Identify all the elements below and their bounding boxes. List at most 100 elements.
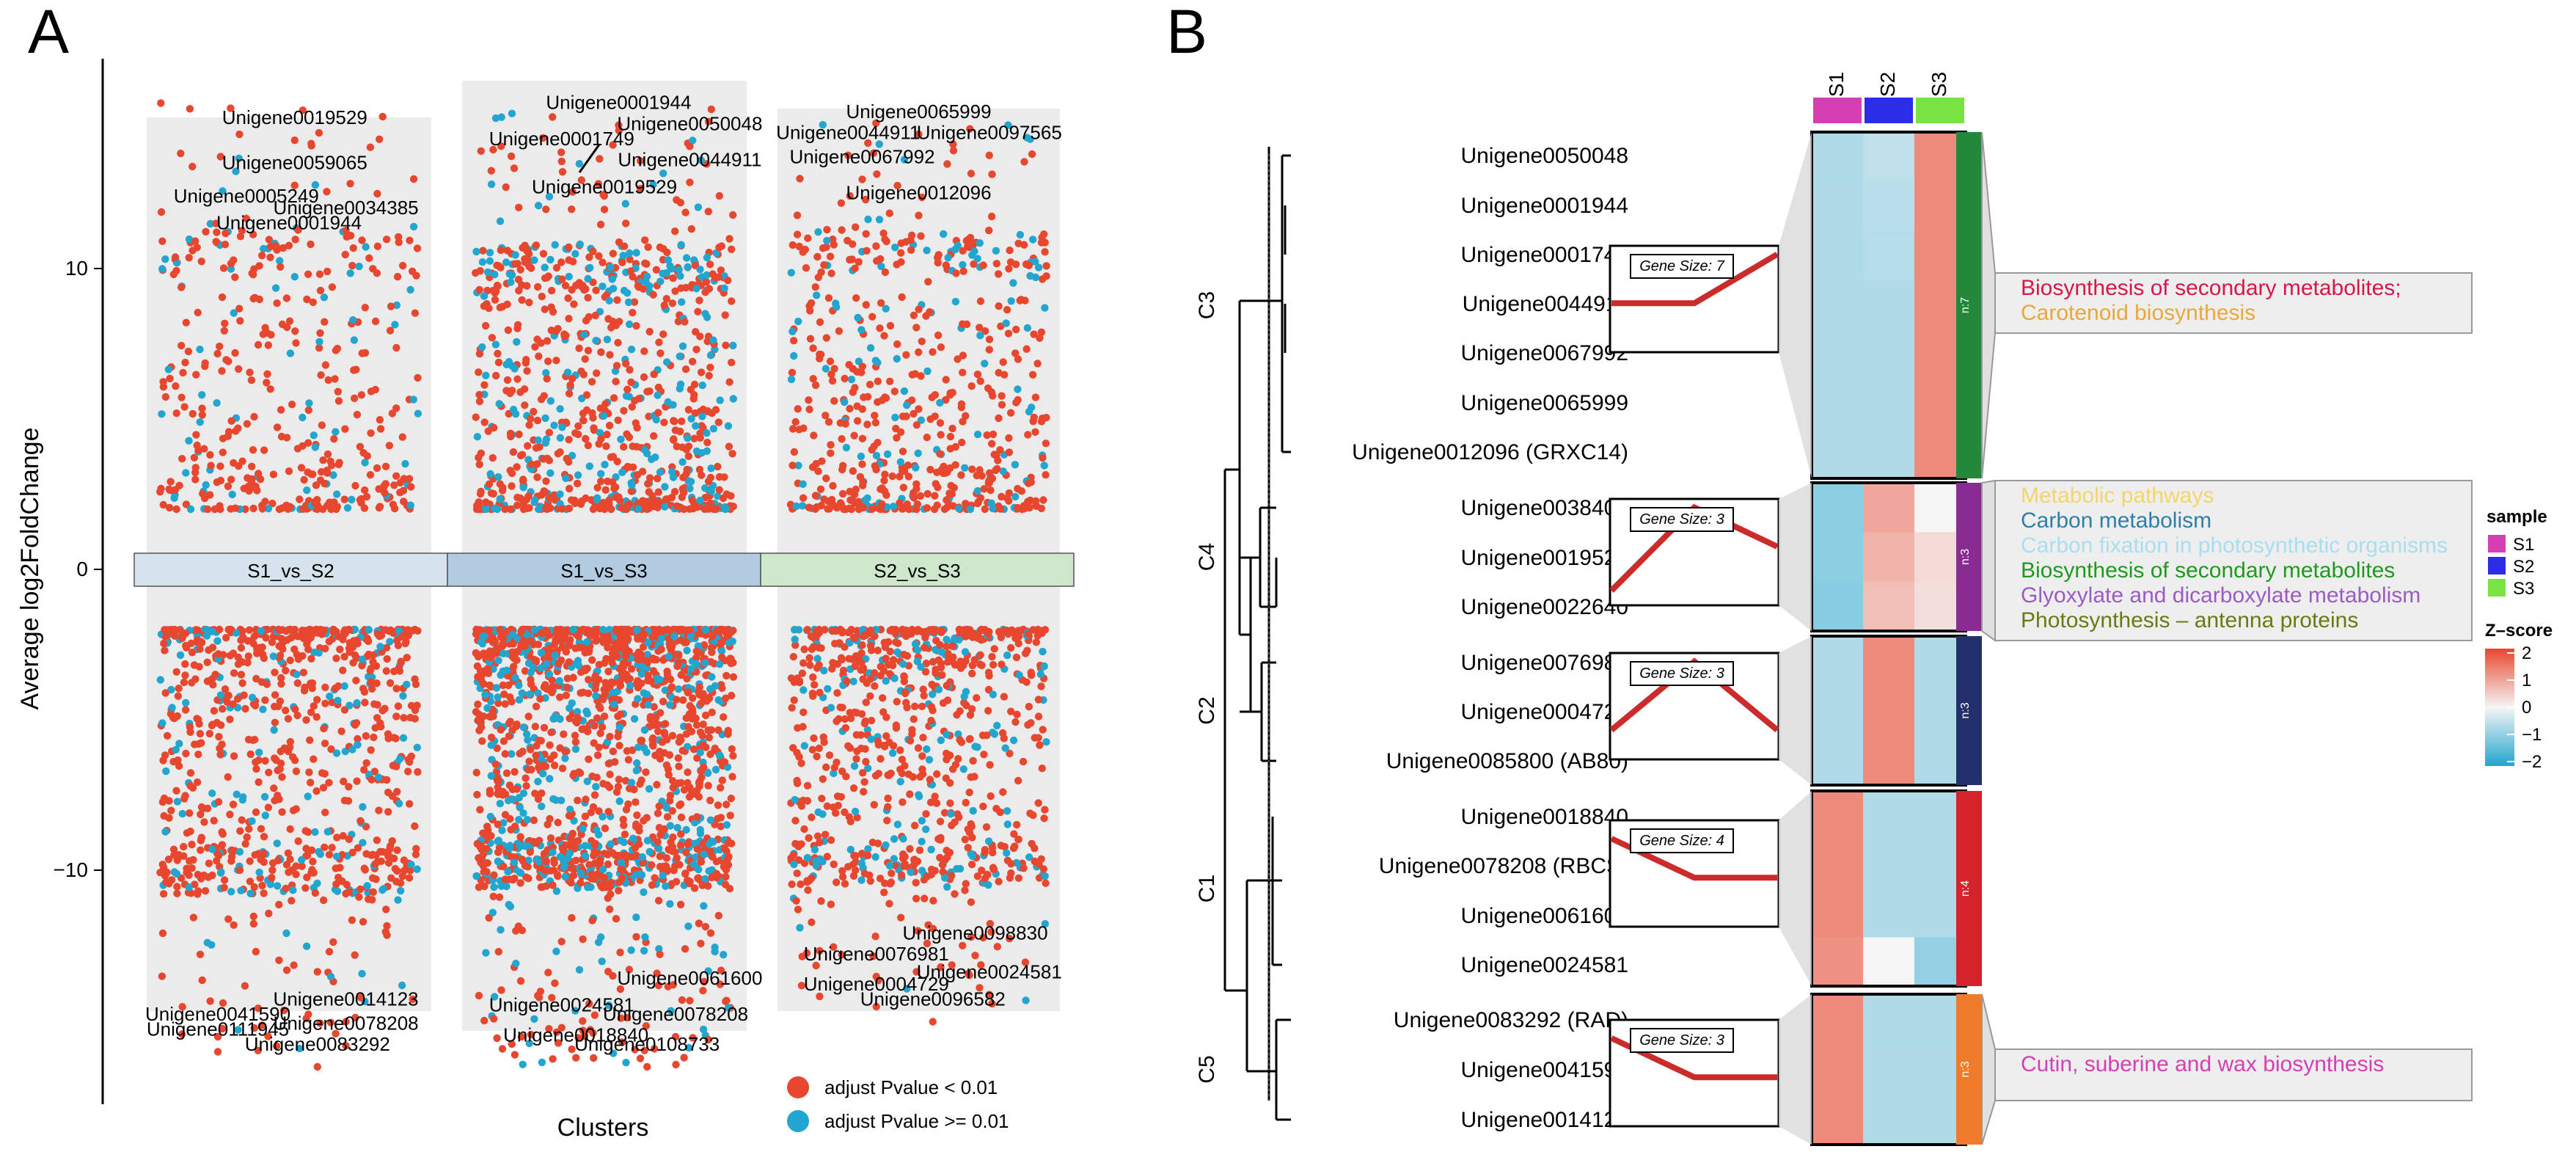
scatter-point: [309, 858, 317, 866]
scatter-point: [705, 117, 713, 125]
scatter-point: [482, 371, 490, 379]
scatter-point: [197, 638, 205, 646]
scatter-point: [549, 113, 557, 121]
scatter-point: [662, 882, 670, 890]
scatter-point: [361, 486, 369, 495]
scatter-point: [483, 704, 491, 712]
scatter-point: [961, 648, 970, 656]
scatter-point: [167, 478, 175, 486]
scatter-point: [706, 260, 714, 269]
scatter-point: [592, 783, 600, 791]
scatter-point: [305, 399, 313, 407]
scatter-point: [201, 887, 210, 895]
scatter-point: [677, 778, 685, 787]
scatter-point: [554, 324, 562, 333]
scatter-point: [613, 457, 621, 466]
scatter-point: [525, 299, 533, 307]
scatter-point: [900, 387, 909, 395]
scatter-point: [677, 830, 685, 839]
scatter-point: [729, 341, 737, 350]
scatter-point: [213, 228, 221, 236]
scatter-point: [606, 883, 614, 891]
scatter-point: [161, 632, 170, 641]
scatter-point: [491, 340, 500, 349]
scatter-point: [636, 157, 645, 165]
scatter-point: [216, 502, 224, 510]
scatter-point: [824, 685, 832, 693]
scatter-point: [661, 483, 669, 491]
scatter-point: [172, 382, 180, 390]
scatter-point: [919, 734, 927, 742]
scatter-point: [534, 641, 543, 649]
scatter-point: [189, 409, 197, 418]
scatter-point: [266, 385, 274, 393]
scatter-point: [715, 191, 723, 200]
scatter-point: [976, 239, 984, 247]
scatter-point: [527, 1030, 535, 1039]
scatter-point: [699, 741, 707, 749]
scatter-point: [662, 761, 671, 770]
scatter-point: [863, 420, 871, 428]
scatter-point: [654, 981, 663, 990]
scatter-point: [282, 861, 291, 869]
scatter-point: [516, 868, 524, 876]
scatter-point: [411, 309, 420, 317]
scatter-point: [1039, 726, 1047, 734]
scatter-point: [827, 900, 835, 908]
scatter-point: [600, 191, 608, 200]
scatter-point: [185, 437, 193, 445]
scatter-point: [709, 425, 718, 433]
scatter-point: [238, 816, 246, 824]
scatter-point: [692, 659, 700, 668]
scatter-point: [659, 330, 667, 338]
scatter-point: [570, 300, 578, 308]
scatter-point: [596, 155, 604, 163]
scatter-point: [886, 377, 894, 385]
scatter-point: [173, 883, 181, 891]
scatter-point: [511, 767, 519, 776]
scatter-point: [222, 229, 230, 238]
scatter-point: [728, 358, 736, 367]
scatter-point: [494, 784, 502, 792]
scatter-point: [620, 406, 628, 415]
scatter-point: [533, 282, 542, 291]
scatter-point: [332, 346, 340, 354]
scatter-point: [252, 947, 260, 956]
scatter-point: [312, 481, 321, 489]
scatter-point: [176, 651, 185, 660]
scatter-point: [729, 395, 737, 403]
scatter-point: [851, 264, 859, 272]
scatter-point: [208, 789, 216, 798]
scatter-point: [502, 769, 511, 778]
scatter-point: [659, 698, 667, 706]
scatter-point: [604, 643, 612, 652]
scatter-point: [486, 470, 494, 478]
scatter-point: [691, 789, 699, 798]
scatter-point: [241, 704, 249, 713]
scatter-point: [392, 762, 400, 770]
scatter-point: [487, 733, 496, 742]
scatter-point: [639, 663, 647, 671]
scatter-point: [676, 841, 685, 850]
scatter-point: [202, 227, 210, 236]
scatter-point: [365, 895, 373, 903]
scatter-point: [583, 664, 591, 673]
scatter-point: [533, 335, 541, 343]
scatter-point: [198, 391, 206, 399]
scatter-point: [158, 929, 167, 938]
scatter-point: [268, 500, 277, 508]
scatter-point: [725, 442, 733, 450]
scatter-point: [820, 261, 829, 269]
scatter-point: [349, 244, 357, 252]
scatter-point: [182, 641, 190, 650]
scatter-point: [862, 301, 871, 309]
scatter-point: [689, 395, 698, 403]
scatter-point: [256, 874, 264, 883]
scatter-point: [601, 690, 609, 698]
scatter-point: [248, 817, 256, 825]
scatter-point: [560, 730, 568, 738]
scatter-point: [656, 747, 664, 756]
scatter-point: [565, 256, 573, 264]
scatter-point: [654, 721, 662, 729]
